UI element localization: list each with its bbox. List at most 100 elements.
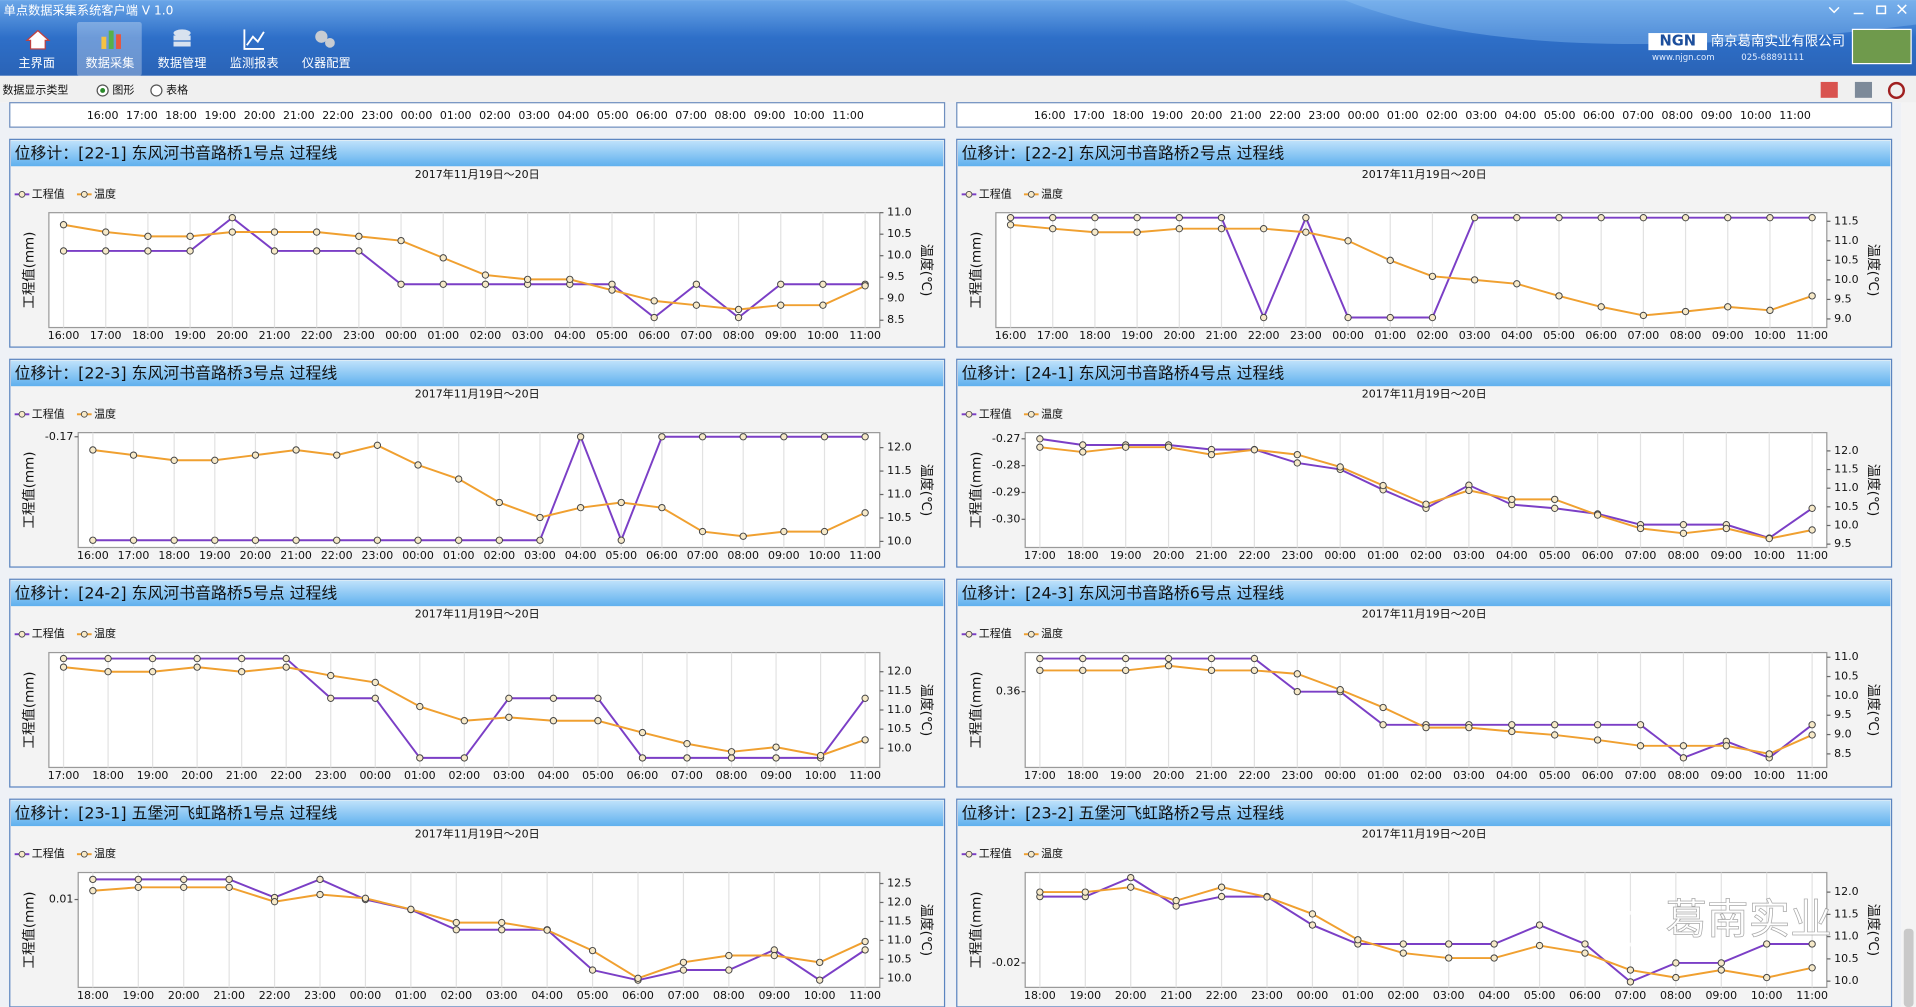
data-point [1175,214,1183,222]
data-point [1428,313,1437,322]
list-icon[interactable] [1854,81,1873,98]
data-point [439,280,447,288]
x-tick-label: 05:00 [1543,329,1575,342]
y2-tick-label: 12.0 [887,895,911,908]
data-point [251,451,260,459]
restore-button[interactable] [1876,5,1887,15]
data-point [698,527,707,536]
radio-label[interactable]: 表格 [166,82,188,96]
x-tick-label: 21:00 [1160,989,1192,1002]
data-point [594,717,602,725]
toolbar-item[interactable]: 数据采集 [86,55,135,70]
data-point [327,671,335,680]
data-point [1336,463,1344,471]
search-icon[interactable] [1887,81,1906,100]
x-tick-label: 01:00 [440,109,472,122]
y2-tick-label: 10.0 [1834,273,1858,286]
data-point [1551,731,1559,739]
data-point [327,694,335,702]
data-point [1765,534,1773,543]
x-tick-label: 20:00 [168,989,200,1002]
x-tick-label: 19:00 [1110,769,1142,782]
x-tick-label: 11:00 [1796,769,1828,782]
toolbar-item[interactable]: 仪器配置 [302,56,351,70]
chart-subtitle: 2017年11月19日～20日 [415,167,540,181]
x-tick-label: 06:00 [646,549,678,562]
data-point [1445,954,1453,962]
series-line [92,878,866,982]
x-tick-label: 20:00 [244,109,276,122]
data-point [1581,940,1589,948]
data-point [439,254,447,262]
scrollbar-thumb[interactable] [1903,928,1914,1007]
data-point [1207,666,1216,675]
home-icon [25,29,51,50]
data-point [1508,727,1516,736]
data-point [777,280,785,288]
x-tick-label: 07:00 [675,109,707,122]
x-tick-label: 01:00 [1367,769,1399,782]
title-decoration [1344,0,1916,45]
x-tick-label: 09:00 [754,109,786,122]
data-point [1250,666,1259,675]
data-point [495,498,503,507]
data-point [129,451,138,459]
data-point [59,221,68,229]
data-point [1422,500,1430,508]
toolbar-item[interactable]: 数据管理 [158,55,207,70]
x-tick-label: 00:00 [401,109,433,122]
x-tick-label: 19:00 [1110,549,1142,562]
scrollbar[interactable] [1901,102,1916,1007]
window-controls[interactable] [1828,4,1907,15]
data-point [414,536,422,544]
data-point [144,232,152,241]
radio-button[interactable] [150,84,163,97]
data-point [270,247,279,255]
data-point [608,286,616,294]
menu-button[interactable] [1828,6,1840,14]
x-tick-label: 00:00 [1324,769,1356,782]
legend-label: 温度 [94,186,116,200]
x-tick-label: 03:00 [1459,329,1491,342]
x-tick-label: 01:00 [1374,329,1406,342]
x-tick-label: 09:00 [768,549,800,562]
data-point [59,247,68,255]
x-tick-label: 00:00 [350,989,382,1002]
close-button[interactable] [1897,4,1907,15]
x-tick-label: 07:00 [668,989,700,1002]
x-tick-label: 04:00 [554,329,586,342]
data-point [1250,446,1259,454]
x-tick-label: 08:00 [1662,109,1694,122]
data-point [1336,686,1344,694]
y2-tick-label: 10.0 [887,741,911,754]
data-point [1207,654,1216,663]
x-tick-label: 09:00 [1705,989,1737,1002]
radio-label[interactable]: 图形 [112,83,134,96]
chart-panel: 位移计：[24-3] 东风河书音路桥6号点 过程线 2017年11月19日～20日… [956,578,1893,788]
data-point [1036,654,1044,663]
x-tick-label: 20:00 [1153,769,1185,782]
data-point [505,713,513,721]
y2-tick-label: 10.0 [1834,689,1858,702]
x-tick-label: 08:00 [715,109,747,122]
data-point [333,451,341,459]
toolbar-item[interactable]: 监测报表 [230,55,279,70]
data-point [1808,964,1816,972]
data-point [134,883,142,891]
toolbar-item[interactable]: 主界面 [18,56,55,70]
legend-label: 温度 [94,846,116,860]
calendar-icon[interactable] [1820,81,1838,98]
x-tick-label: 03:00 [1465,109,1497,122]
data-point [1465,723,1473,732]
x-tick-label: 04:00 [1505,109,1537,122]
x-tick-label: 23:00 [304,989,336,1002]
x-tick-label: 20:00 [1115,989,1147,1002]
data-point [355,232,363,241]
x-tick-label: 19:00 [1152,109,1184,122]
gear-icon [315,30,335,48]
data-point [1597,214,1605,222]
data-point [861,282,869,290]
x-tick-label: 02:00 [1410,769,1442,782]
data-point [1049,225,1057,233]
